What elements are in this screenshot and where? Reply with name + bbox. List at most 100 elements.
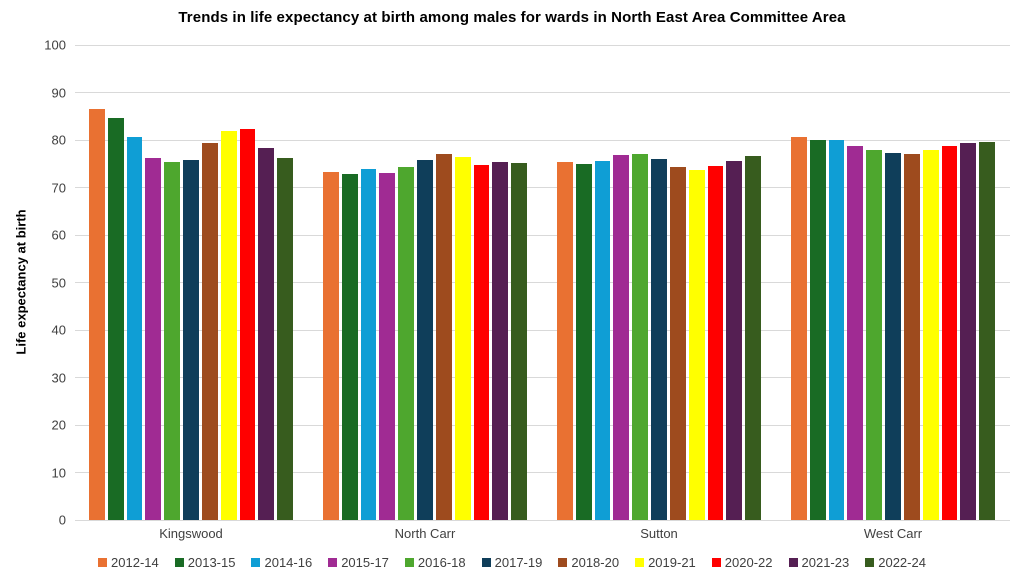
y-tick-label-60: 60 xyxy=(51,227,66,243)
bar-2019-21-west-carr xyxy=(922,149,939,520)
legend-label: 2013-15 xyxy=(187,555,236,570)
gridline-30 xyxy=(75,377,1010,378)
category-label-north-carr: North Carr xyxy=(394,526,456,541)
bar-2012-14-north-carr xyxy=(323,172,339,520)
bar-2019-21-sutton xyxy=(688,169,705,520)
bar-2015-17-west-carr xyxy=(847,146,864,520)
legend-swatch-icon xyxy=(98,558,108,567)
bar-2018-20-sutton xyxy=(669,167,686,520)
y-tick-label-50: 50 xyxy=(51,275,66,290)
category-label-kingswood: Kingswood xyxy=(159,526,223,541)
bar-2018-20-north-carr xyxy=(435,153,452,520)
legend-swatch-icon xyxy=(481,558,491,567)
x-axis-category-labels: Kingswood North Carr Sutton West Carr xyxy=(89,526,995,541)
bar-2017-19-north-carr xyxy=(417,159,433,520)
bar-2013-15-north-carr xyxy=(341,174,358,520)
bar-2019-21-kingswood xyxy=(220,131,237,520)
legend-item-2016-18: 2016-18 xyxy=(404,555,466,570)
plot-area xyxy=(75,44,1010,521)
legend-item-2018-20: 2018-20 xyxy=(558,555,619,570)
legend-item-2017-19: 2017-19 xyxy=(481,555,543,570)
y-tick-label-40: 40 xyxy=(51,322,66,338)
bar-2020-22-kingswood xyxy=(239,128,256,520)
y-tick-label-10: 10 xyxy=(51,465,66,480)
bar-2021-23-north-carr xyxy=(492,161,509,520)
bar-2013-15-west-carr xyxy=(809,140,826,520)
y-tick-label-0: 0 xyxy=(58,512,66,528)
bar-2014-16-kingswood xyxy=(126,137,143,520)
bar-2018-20-west-carr xyxy=(903,153,920,520)
bar-2013-15-sutton xyxy=(575,163,592,520)
legend-label: 2012-14 xyxy=(111,555,159,570)
y-tick-label-20: 20 xyxy=(51,417,66,433)
bar-2017-19-sutton xyxy=(651,158,667,520)
bar-2022-24-sutton xyxy=(745,156,761,520)
bar-2022-24-north-carr xyxy=(511,162,527,520)
legend-swatch-icon xyxy=(174,558,184,567)
gridline-10 xyxy=(75,472,1010,473)
bar-2016-18-west-carr xyxy=(866,149,883,520)
y-tick-label-30: 30 xyxy=(51,370,66,385)
bar-2019-21-north-carr xyxy=(454,157,471,520)
bar-2016-18-kingswood xyxy=(164,162,181,520)
legend-item-2015-17: 2015-17 xyxy=(328,555,389,570)
gridline-50 xyxy=(75,282,1010,283)
bar-2015-17-kingswood xyxy=(145,157,162,520)
bar-group-west-carr xyxy=(791,45,995,520)
bar-2022-24-west-carr xyxy=(979,141,995,520)
bar-2018-20-kingswood xyxy=(201,142,218,520)
gridline-80 xyxy=(75,139,1010,141)
gridline-40 xyxy=(75,329,1010,331)
y-axis-ticks: 0 10 20 30 40 50 60 70 80 90 100 xyxy=(0,38,66,528)
gridline-20 xyxy=(75,424,1010,426)
legend-swatch-icon xyxy=(404,558,414,567)
bar-2021-23-sutton xyxy=(726,160,743,520)
gridline-0 xyxy=(75,519,1010,521)
legend-item-2019-21: 2019-21 xyxy=(635,555,696,570)
legend-swatch-icon xyxy=(865,558,875,567)
legend-swatch-icon xyxy=(711,558,721,567)
gridline-100 xyxy=(75,44,1010,46)
bar-2021-23-kingswood xyxy=(258,147,275,520)
bars-row xyxy=(89,45,995,520)
bar-2012-14-sutton xyxy=(557,161,573,520)
legend-label: 2021-23 xyxy=(801,555,850,570)
legend-item-2012-14: 2012-14 xyxy=(98,555,159,570)
bar-2016-18-north-carr xyxy=(398,166,415,520)
y-tick-label-80: 80 xyxy=(51,132,66,148)
legend-swatch-icon xyxy=(558,558,568,567)
bar-2014-16-west-carr xyxy=(828,140,845,520)
bar-2017-19-west-carr xyxy=(885,152,901,520)
gridline-90 xyxy=(75,92,1010,93)
legend-item-2013-15: 2013-15 xyxy=(174,555,236,570)
chart-title: Trends in life expectancy at birth among… xyxy=(178,9,846,26)
bar-2012-14-kingswood xyxy=(89,109,105,520)
legend-swatch-icon xyxy=(788,558,798,567)
legend-label: 2014-16 xyxy=(264,555,313,570)
legend-item-2021-23: 2021-23 xyxy=(788,555,850,570)
bar-2014-16-sutton xyxy=(594,160,611,520)
legend-label: 2019-21 xyxy=(648,555,696,570)
legend-item-2022-24: 2022-24 xyxy=(865,555,926,570)
legend-swatch-icon xyxy=(251,558,261,567)
bar-2022-24-kingswood xyxy=(277,158,293,520)
category-label-west-carr: West Carr xyxy=(863,526,923,541)
legend-swatch-icon xyxy=(328,558,338,567)
legend: 2012-14 2013-15 2014-16 2015-17 2016-18 2017-… xyxy=(0,555,1024,570)
y-tick-label-100: 100 xyxy=(44,37,66,53)
bar-group-sutton xyxy=(557,45,761,520)
bar-2012-14-west-carr xyxy=(791,137,807,520)
bar-2020-22-north-carr xyxy=(473,165,490,520)
legend-label: 2016-18 xyxy=(417,555,466,570)
category-label-sutton: Sutton xyxy=(640,526,678,541)
legend-swatch-icon xyxy=(635,558,645,567)
legend-label: 2017-19 xyxy=(494,555,543,570)
bar-2013-15-kingswood xyxy=(107,118,124,520)
bar-2021-23-west-carr xyxy=(960,142,977,520)
bar-2017-19-kingswood xyxy=(183,160,199,520)
bar-2014-16-north-carr xyxy=(360,169,377,520)
bar-2015-17-north-carr xyxy=(379,173,396,520)
bar-2020-22-west-carr xyxy=(941,146,958,520)
y-tick-label-70: 70 xyxy=(51,180,66,195)
